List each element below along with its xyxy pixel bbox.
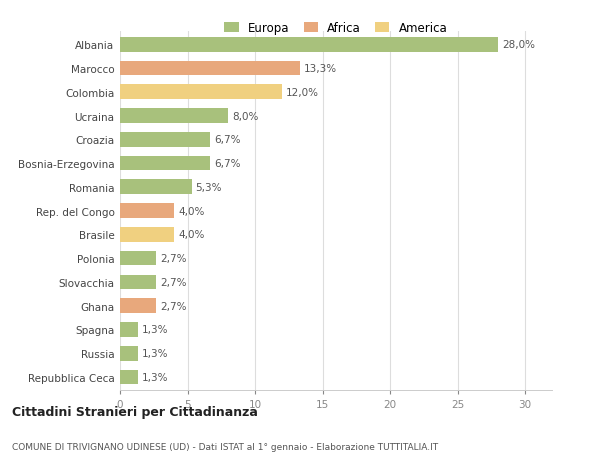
Text: 6,7%: 6,7%	[215, 159, 241, 169]
Text: 1,3%: 1,3%	[142, 372, 168, 382]
Legend: Europa, Africa, America: Europa, Africa, America	[221, 18, 451, 39]
Text: COMUNE DI TRIVIGNANO UDINESE (UD) - Dati ISTAT al 1° gennaio - Elaborazione TUTT: COMUNE DI TRIVIGNANO UDINESE (UD) - Dati…	[12, 442, 438, 451]
Text: 2,7%: 2,7%	[161, 253, 187, 263]
Bar	[120, 299, 157, 313]
Text: 2,7%: 2,7%	[161, 301, 187, 311]
Bar	[120, 370, 137, 385]
Bar	[120, 109, 228, 123]
Text: 8,0%: 8,0%	[232, 112, 259, 121]
Text: 12,0%: 12,0%	[286, 88, 319, 98]
Text: 5,3%: 5,3%	[196, 182, 222, 192]
Bar	[120, 204, 174, 218]
Text: 4,0%: 4,0%	[178, 206, 205, 216]
Bar	[120, 85, 282, 100]
Text: 6,7%: 6,7%	[215, 135, 241, 145]
Bar	[120, 180, 191, 195]
Bar	[120, 228, 174, 242]
Text: Cittadini Stranieri per Cittadinanza: Cittadini Stranieri per Cittadinanza	[12, 405, 258, 419]
Bar	[120, 322, 137, 337]
Text: 1,3%: 1,3%	[142, 348, 168, 358]
Text: 28,0%: 28,0%	[502, 40, 535, 50]
Bar	[120, 346, 137, 361]
Text: 1,3%: 1,3%	[142, 325, 168, 335]
Bar	[120, 157, 211, 171]
Text: 4,0%: 4,0%	[178, 230, 205, 240]
Text: 2,7%: 2,7%	[161, 277, 187, 287]
Bar	[120, 38, 498, 52]
Bar	[120, 275, 157, 290]
Text: 13,3%: 13,3%	[304, 64, 337, 74]
Bar	[120, 251, 157, 266]
Bar	[120, 62, 299, 76]
Bar	[120, 133, 211, 147]
